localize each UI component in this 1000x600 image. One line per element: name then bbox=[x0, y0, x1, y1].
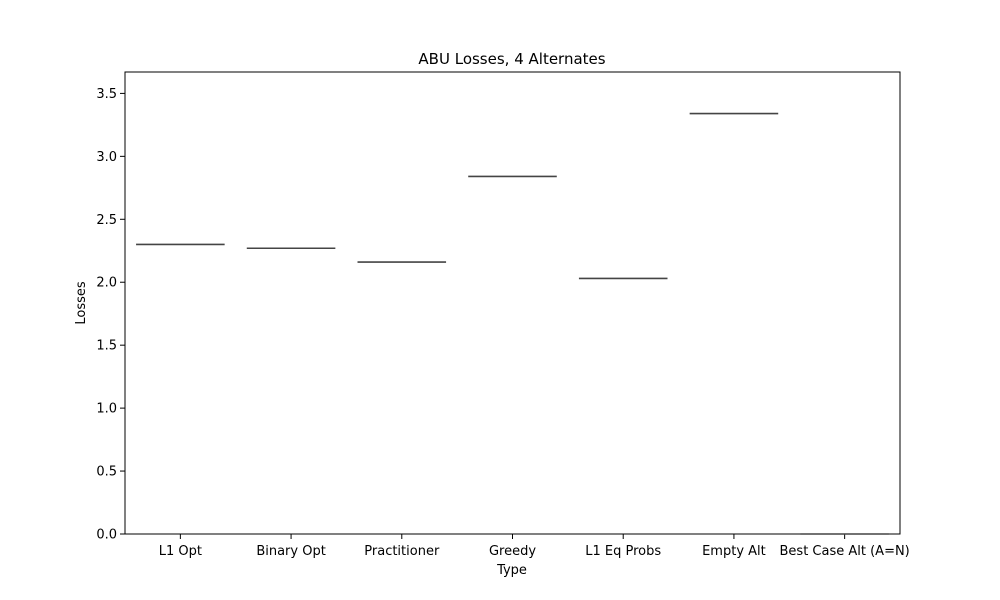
y-tick-label: 3.5 bbox=[96, 87, 117, 102]
x-tick-label: Practitioner bbox=[364, 544, 440, 559]
y-tick-label: 2.0 bbox=[96, 276, 117, 291]
y-axis-title: Losses bbox=[74, 281, 89, 325]
y-tick-label: 1.0 bbox=[96, 402, 117, 417]
x-tick-label: Binary Opt bbox=[256, 544, 326, 559]
x-tick-label: Greedy bbox=[489, 544, 536, 559]
plot-frame bbox=[124, 71, 901, 535]
y-tick-label: 1.5 bbox=[96, 339, 117, 354]
y-tick-label: 0.5 bbox=[96, 465, 117, 480]
x-tick-label: Empty Alt bbox=[702, 544, 766, 559]
y-axis: 0.0 0.5 1.0 1.5 2.0 2.5 3.0 3.5 bbox=[96, 87, 125, 543]
x-axis-title: Type bbox=[496, 563, 527, 578]
x-tick-label: L1 Opt bbox=[159, 544, 202, 559]
y-tick-label: 0.0 bbox=[96, 528, 117, 543]
median-lines bbox=[136, 112, 889, 535]
x-tick-label: L1 Eq Probs bbox=[585, 544, 661, 559]
chart-title: ABU Losses, 4 Alternates bbox=[418, 50, 605, 68]
x-tick-label: Best Case Alt (A=N) bbox=[780, 544, 910, 559]
y-tick-label: 2.5 bbox=[96, 213, 117, 228]
y-tick-label: 3.0 bbox=[96, 150, 117, 165]
x-axis: L1 Opt Binary Opt Practitioner Greedy L1 Eq … bbox=[159, 534, 910, 559]
